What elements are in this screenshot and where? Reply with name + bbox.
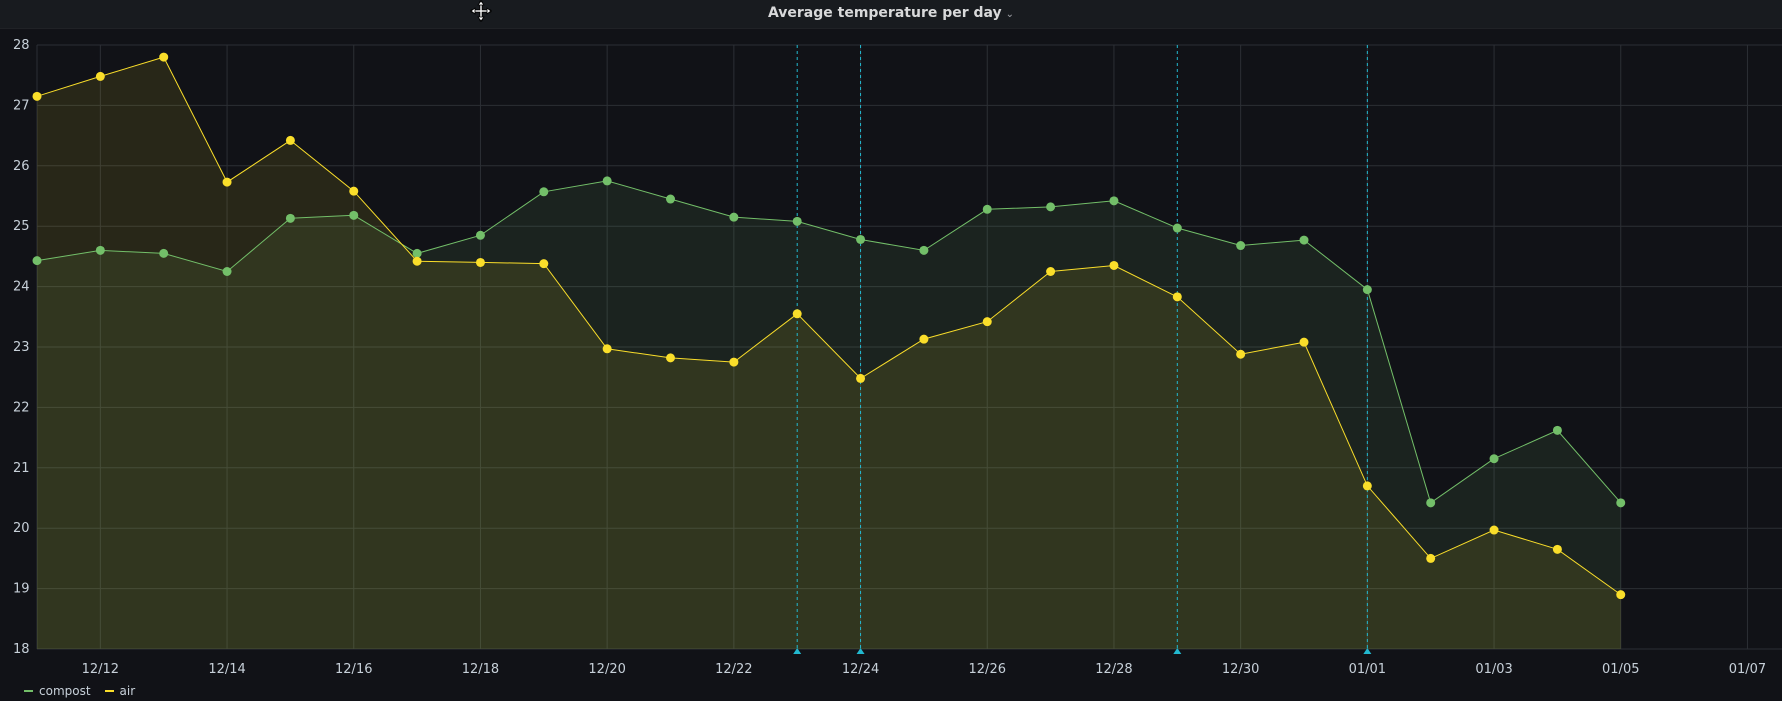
point-compost <box>32 256 42 266</box>
point-compost <box>919 245 929 255</box>
point-compost <box>1426 498 1436 508</box>
legend-label[interactable]: compost <box>39 684 91 698</box>
point-air <box>856 373 866 383</box>
legend-label[interactable]: air <box>119 684 136 698</box>
legend: compost air <box>24 684 135 698</box>
point-air <box>982 317 992 327</box>
point-compost <box>666 194 675 204</box>
point-compost <box>539 187 549 197</box>
chevron-down-icon[interactable]: ⌄ <box>1005 9 1015 20</box>
point-air <box>1616 590 1626 600</box>
y-tick-label: 22 <box>13 400 30 415</box>
x-tick-label: 12/30 <box>1222 662 1259 677</box>
point-air <box>729 357 739 367</box>
line-compost <box>36 180 1622 504</box>
y-tick-label: 23 <box>13 340 30 355</box>
point-air <box>1109 260 1119 270</box>
point-air <box>792 309 802 319</box>
y-tick-label: 18 <box>13 642 30 657</box>
point-air <box>1299 337 1309 347</box>
point-compost <box>1046 202 1056 212</box>
x-tick-label: 12/12 <box>82 662 119 677</box>
y-tick-label: 19 <box>13 582 30 597</box>
point-compost <box>285 213 295 223</box>
point-air <box>475 257 485 267</box>
point-compost <box>349 210 359 220</box>
point-compost <box>95 245 105 255</box>
panel-title[interactable]: Average temperature per day ⌄ <box>0 5 1782 21</box>
point-air <box>32 91 42 101</box>
legend-item-compost[interactable]: compost <box>24 684 91 698</box>
point-compost <box>1552 425 1562 435</box>
temperature-chart[interactable]: 18 19 20 21 22 23 24 25 26 27 28 12/12 12/14 12/16 12… <box>0 28 1782 678</box>
point-air <box>1426 553 1436 563</box>
move-cursor-icon <box>470 0 492 22</box>
point-air <box>1172 292 1182 302</box>
line-air <box>36 56 1622 596</box>
point-air <box>222 177 232 187</box>
x-tick-label: 12/14 <box>208 662 245 677</box>
y-tick-label: 25 <box>13 219 30 234</box>
x-tick-label: 12/22 <box>715 662 752 677</box>
point-compost <box>729 212 739 222</box>
point-compost <box>982 204 992 214</box>
x-tick-label: 12/26 <box>969 662 1006 677</box>
point-air <box>412 256 422 266</box>
panel-header: Average temperature per day ⌄ <box>0 0 1782 29</box>
x-tick-label: 01/01 <box>1349 662 1386 677</box>
x-tick-label: 01/03 <box>1475 662 1512 677</box>
annotation-marker <box>1363 648 1372 654</box>
point-compost <box>1616 498 1626 508</box>
point-air <box>349 186 359 196</box>
legend-item-air[interactable]: air <box>104 684 136 698</box>
point-compost <box>1109 196 1119 206</box>
point-compost <box>1362 285 1372 295</box>
point-air <box>1489 525 1499 535</box>
point-compost <box>222 267 232 276</box>
annotation-marker <box>856 648 865 654</box>
point-air <box>1236 349 1246 359</box>
point-air <box>666 353 675 363</box>
x-tick-label: 12/20 <box>588 662 625 677</box>
legend-swatch <box>24 690 33 692</box>
point-air <box>285 135 295 145</box>
point-compost <box>412 248 422 258</box>
area-air <box>37 57 1621 650</box>
point-air <box>95 71 105 81</box>
point-compost <box>159 248 169 258</box>
point-compost <box>792 216 802 226</box>
point-air <box>1362 481 1372 491</box>
x-tick-label: 01/05 <box>1602 662 1639 677</box>
point-air <box>539 259 549 269</box>
annotation-marker <box>1173 648 1182 654</box>
point-compost <box>856 234 866 244</box>
area-compost <box>37 180 1621 649</box>
point-compost <box>1172 223 1182 233</box>
point-compost <box>1236 241 1246 251</box>
y-tick-label: 28 <box>13 38 30 53</box>
panel-title-text[interactable]: Average temperature per day <box>767 5 1002 21</box>
x-tick-label: 12/24 <box>842 662 879 677</box>
point-compost <box>1299 235 1309 245</box>
point-air <box>602 344 612 354</box>
y-tick-label: 20 <box>13 521 30 536</box>
point-compost <box>475 230 485 240</box>
point-compost <box>1489 454 1499 464</box>
point-air <box>1046 267 1056 276</box>
point-compost <box>602 176 612 186</box>
legend-swatch <box>104 690 114 692</box>
y-tick-label: 26 <box>13 159 30 174</box>
x-tick-label: 12/18 <box>462 662 499 677</box>
point-air <box>919 334 929 344</box>
x-tick-label: 01/07 <box>1729 662 1766 677</box>
point-air <box>159 52 169 62</box>
point-air <box>1552 544 1562 554</box>
x-tick-label: 12/28 <box>1095 662 1132 677</box>
annotation-marker <box>793 648 802 654</box>
y-tick-label: 24 <box>13 280 30 295</box>
y-tick-label: 21 <box>13 461 30 476</box>
y-tick-label: 27 <box>13 98 30 113</box>
x-tick-label: 12/16 <box>335 662 372 677</box>
